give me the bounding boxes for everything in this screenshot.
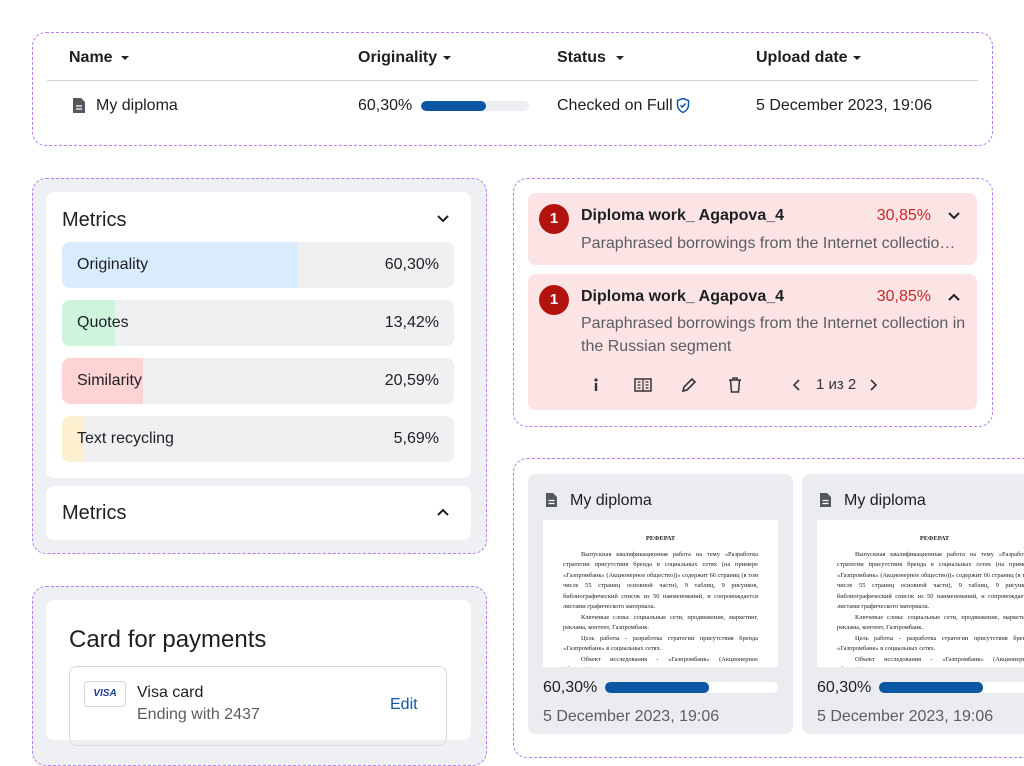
match-percent: 30,85% <box>876 207 931 224</box>
match-title: Diploma work_ Agapova_4 <box>581 288 785 305</box>
metric-fill <box>62 358 143 404</box>
match-number: 1 <box>539 204 569 234</box>
preview-paragraph: Цель работы - разработка стратегии прису… <box>563 634 758 653</box>
preview-heading: РЕФЕРАТ <box>645 535 676 542</box>
match-percent: 30,85% <box>876 288 931 305</box>
payment-title: Card for payments <box>69 626 267 653</box>
header-status[interactable]: Status <box>557 49 606 66</box>
file-name[interactable]: My diploma <box>96 97 178 114</box>
preview-paragraph: Выпускная квалификационная работа на тем… <box>563 550 758 611</box>
metric-value: 60,30% <box>384 256 439 273</box>
shield-icon <box>676 97 690 114</box>
chevron-up[interactable] <box>947 291 961 303</box>
sort-icon <box>853 56 861 60</box>
preview-paragraph: Ключевые слова: социальные сети, продвиж… <box>563 613 758 632</box>
progress-track <box>879 682 1024 693</box>
metric-value: 13,42% <box>384 314 439 331</box>
chevron-down[interactable] <box>947 210 961 222</box>
metric-value: 20,59% <box>384 372 439 389</box>
metric-value: 5,69% <box>393 430 439 447</box>
page: Name Originality Status Upload date My d… <box>32 32 1024 766</box>
document-date: 5 December 2023, 19:06 <box>817 708 994 725</box>
metric-row: Text recycling 5,69% <box>62 416 454 462</box>
metric-name: Similarity <box>77 372 142 389</box>
sort-icon <box>443 56 451 60</box>
sort-icon <box>121 56 129 60</box>
delete-icon[interactable] <box>728 377 742 393</box>
info-icon[interactable] <box>590 377 602 393</box>
header-name[interactable]: Name <box>69 49 113 66</box>
file-icon <box>820 493 831 507</box>
progress-fill <box>605 682 710 693</box>
next-icon[interactable] <box>868 379 878 391</box>
status: Checked on Full <box>557 97 673 114</box>
pager: 1 из 2 <box>816 376 857 393</box>
metric-fill <box>62 416 85 462</box>
originality-label: 60,30% <box>358 97 413 114</box>
card-brand: VISA <box>84 681 126 707</box>
match-description: Paraphrased borrowings from the Internet… <box>581 315 966 355</box>
preview-paragraph: Объект исследования - «Газпромбанк» (Акц… <box>837 655 1024 668</box>
progress-track <box>605 682 778 693</box>
edit-icon[interactable] <box>681 377 697 393</box>
matches-panel <box>513 178 993 427</box>
preview-paragraph: Выпускная квалификационная работа на тем… <box>837 550 1024 611</box>
preview-paragraph: Цель работы - разработка стратегии прису… <box>837 634 1024 653</box>
document-name: My diploma <box>570 492 652 509</box>
prev-icon[interactable] <box>792 379 802 391</box>
metric-fill <box>62 300 115 346</box>
progress-fill <box>421 101 487 111</box>
preview-paragraph: Ключевые слова: социальные сети, продвиж… <box>837 613 1024 632</box>
document-preview: РЕФЕРАТ Выпускная квалификационная работа… <box>543 520 778 667</box>
header-date[interactable]: Upload date <box>756 49 848 66</box>
metrics-title: Metrics <box>62 209 127 231</box>
originality-label: 60,30% <box>817 679 872 696</box>
document-preview: РЕФЕРАТ Выпускная квалификационная работа… <box>817 520 1024 667</box>
progress-track <box>421 101 529 111</box>
metrics-card-collapsed[interactable] <box>46 486 471 540</box>
chevron-up[interactable] <box>436 506 450 518</box>
match-item[interactable]: 1 Diploma work_ Agapova_4 30,85% Paraphr… <box>528 274 977 410</box>
file-icon <box>546 493 557 507</box>
metrics-title: Metrics <box>62 502 127 524</box>
metric-row: Quotes 13,42% <box>62 300 454 346</box>
card-ending: Ending with 2437 <box>137 706 260 723</box>
originality-label: 60,30% <box>543 679 598 696</box>
document-name: My diploma <box>844 492 926 509</box>
book-icon[interactable] <box>634 378 652 392</box>
table-panel <box>32 32 993 146</box>
metric-fill <box>62 242 299 288</box>
upload-date: 5 December 2023, 19:06 <box>756 97 933 114</box>
sort-icon <box>616 56 624 60</box>
metric-row: Similarity 20,59% <box>62 358 454 404</box>
file-icon <box>73 98 85 113</box>
document-date: 5 December 2023, 19:06 <box>543 708 720 725</box>
match-number: 1 <box>539 285 569 315</box>
document-card[interactable]: My diploma РЕФЕРАТ Выпускная квалификацион… <box>802 474 1024 734</box>
match-description: Paraphrased borrowings from the Internet… <box>581 235 961 252</box>
metric-name: Text recycling <box>77 430 174 447</box>
match-item[interactable]: 1 Diploma work_ Agapova_4 30,85% Paraphr… <box>528 193 977 265</box>
preview-paragraph: Объект исследования - «Газпромбанк» (Акц… <box>563 655 758 668</box>
progress-fill <box>879 682 984 693</box>
document-card[interactable]: My diploma РЕФЕРАТ Выпускная квалификацион… <box>528 474 793 734</box>
preview-heading: РЕФЕРАТ <box>919 535 950 542</box>
metric-row: Originality 60,30% <box>62 242 454 288</box>
match-title: Diploma work_ Agapova_4 <box>581 207 785 224</box>
header-originality[interactable]: Originality <box>358 49 438 66</box>
card-name: Visa card <box>137 684 204 701</box>
edit-button[interactable]: Edit <box>390 696 418 713</box>
metric-name: Quotes <box>77 314 129 331</box>
metric-name: Originality <box>77 256 149 273</box>
chevron-down[interactable] <box>436 213 450 225</box>
divider <box>47 80 978 81</box>
